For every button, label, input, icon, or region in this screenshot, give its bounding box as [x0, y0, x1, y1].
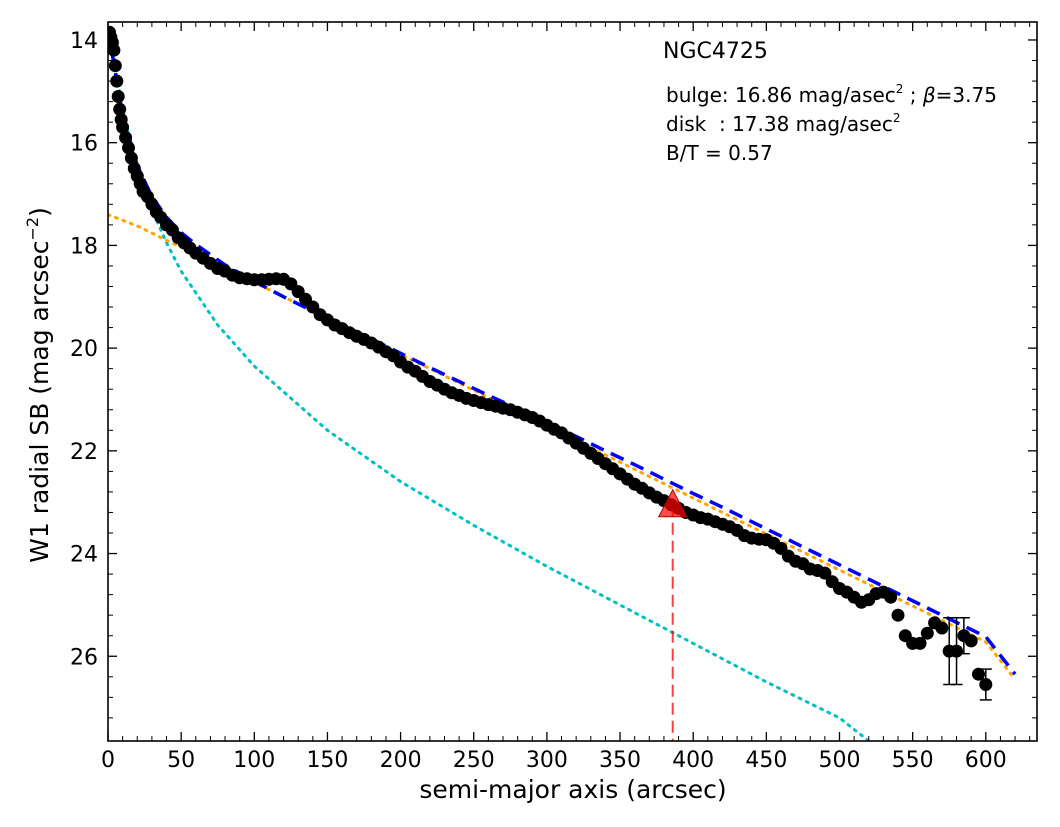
data-point	[111, 90, 125, 103]
data-points	[108, 25, 993, 691]
annotation-disk: disk : 17.38 mag/asec2	[666, 111, 900, 136]
data-point	[124, 151, 138, 165]
marker-triangle	[657, 488, 688, 518]
data-point	[119, 131, 133, 145]
data-point	[122, 141, 135, 155]
data-point	[972, 667, 985, 681]
x-tick-label: 300	[526, 748, 568, 773]
plot-background	[108, 22, 1037, 741]
data-point	[935, 621, 949, 635]
x-tick-label: 500	[818, 748, 860, 773]
x-tick-label: 150	[306, 748, 348, 773]
plot-frame	[107, 21, 1038, 742]
y-tick-label: 16	[70, 132, 98, 157]
y-tick-label: 26	[70, 645, 98, 670]
x-tick-label: 100	[233, 748, 275, 773]
axis-ticks: 0 50 100 150 200 250 300 350 400 450 500 550 600 14 16…	[70, 22, 1037, 773]
error-bars	[943, 616, 992, 701]
y-tick-label: 14	[70, 29, 98, 54]
data-point	[884, 590, 898, 604]
marker-layer	[657, 488, 688, 518]
y-tick-label: 18	[70, 234, 98, 259]
x-tick-label: 600	[965, 748, 1007, 773]
x-tick-label: 350	[599, 748, 641, 773]
data-point	[818, 566, 832, 580]
x-tick-label: 250	[453, 748, 495, 773]
annotation-bulge: bulge: 16.86 mag/asec2 ; β=3.75	[666, 82, 997, 107]
disk-fit-line	[108, 213, 1017, 681]
y-axis-label: W1 radial SB (mag arcsec−2)	[23, 207, 54, 563]
x-tick-label: 550	[892, 748, 934, 773]
y-tick-label: 20	[70, 337, 98, 362]
data-point	[110, 74, 124, 88]
x-tick-label: 0	[101, 748, 115, 773]
data-point	[108, 43, 121, 57]
y-tick-label: 22	[70, 440, 98, 465]
data-point	[913, 636, 927, 650]
data-point	[920, 626, 934, 640]
data-point	[113, 102, 127, 116]
x-axis-label: semi-major axis (arcsec)	[419, 775, 726, 804]
x-tick-label: 200	[380, 748, 422, 773]
chart-title: NGC4725	[663, 39, 768, 64]
x-tick-label: 50	[167, 748, 195, 773]
data-point	[891, 608, 905, 622]
x-tick-label: 400	[672, 748, 714, 773]
x-tick-label: 450	[745, 748, 787, 773]
annotation-bt: B/T = 0.57	[666, 141, 773, 165]
data-point	[964, 634, 978, 648]
y-tick-label: 24	[70, 543, 98, 568]
data-point	[116, 120, 130, 134]
data-point	[108, 59, 122, 73]
